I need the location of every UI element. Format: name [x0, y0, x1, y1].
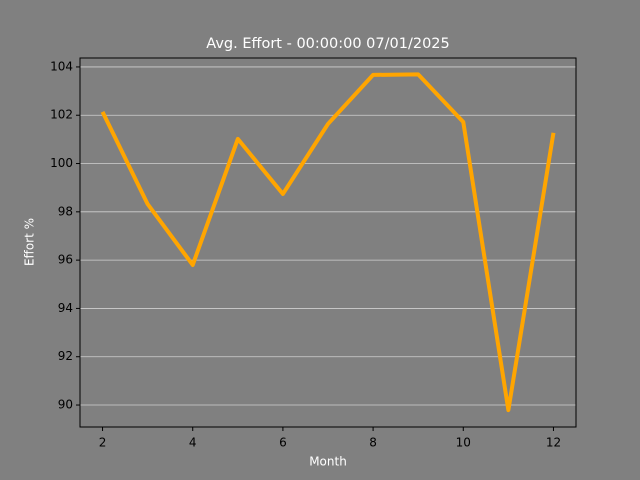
x-tick-label: 10	[456, 436, 471, 450]
chart-title: Avg. Effort - 00:00:00 07/01/2025	[206, 36, 450, 52]
x-tick-label: 8	[369, 436, 377, 450]
y-tick-label: 96	[58, 253, 73, 267]
y-axis-label: Effort %	[23, 218, 37, 266]
x-axis-label: Month	[309, 455, 347, 469]
y-tick-label: 100	[50, 156, 73, 170]
x-tick-label: 4	[189, 436, 197, 450]
y-tick-label: 94	[58, 301, 73, 315]
y-tick-label: 98	[58, 204, 73, 218]
y-tick-label: 104	[50, 59, 73, 73]
x-tick-label: 12	[546, 436, 561, 450]
x-tick-label: 2	[99, 436, 107, 450]
data-line	[100, 72, 556, 413]
y-tick-label: 102	[50, 108, 73, 122]
plot-frame	[79, 57, 577, 428]
x-tick-label: 6	[279, 436, 287, 450]
y-tick-label: 90	[58, 398, 73, 412]
y-tick-label: 92	[58, 349, 73, 363]
